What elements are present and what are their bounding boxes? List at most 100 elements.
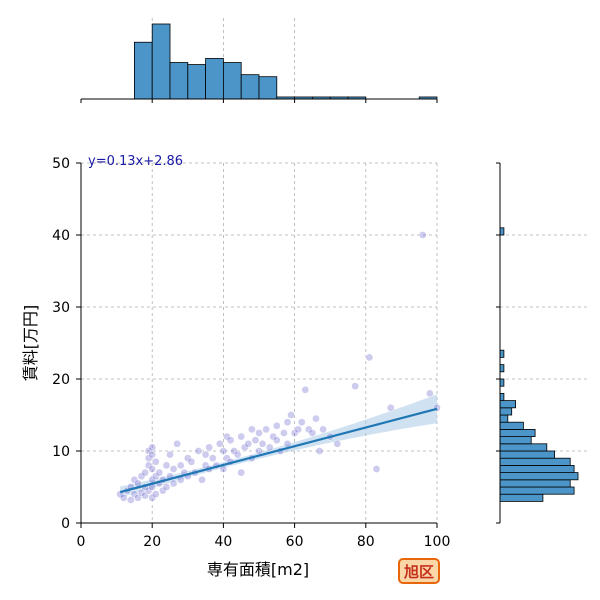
- scatter-point: [372, 465, 381, 473]
- y-tick-label: 10: [52, 444, 70, 460]
- scatter-point: [169, 479, 178, 488]
- right-hist-bar: [499, 421, 524, 430]
- top-hist-bar: [258, 76, 278, 100]
- scatter-point: [176, 461, 185, 470]
- scatter-point: [237, 432, 246, 441]
- x-tick-label: 20: [143, 534, 161, 550]
- y-tick-label: 20: [52, 372, 70, 388]
- x-tick-label: 60: [286, 534, 304, 550]
- scatter-point: [162, 461, 171, 470]
- main-grid: [80, 162, 438, 524]
- scatter-point: [297, 418, 306, 427]
- right-hist-bar: [499, 493, 544, 502]
- x-axis-label: 専有面積[m2]: [207, 560, 309, 579]
- scatter-point: [148, 450, 157, 459]
- scatter-point: [287, 411, 295, 419]
- y-tick-label: 0: [61, 516, 70, 532]
- right-hist-bar: [499, 407, 513, 416]
- scatter-point: [312, 414, 320, 423]
- scatter-point: [333, 439, 342, 448]
- scatter-point: [233, 450, 242, 459]
- main-axes: 0 20 40 60 80 100 0 10 20 30 40 50: [52, 156, 450, 550]
- scatter-point: [283, 439, 292, 448]
- scatter-point: [141, 468, 149, 477]
- ward-badge: 旭区: [398, 558, 440, 584]
- scatter-point: [301, 385, 310, 394]
- right-hist-bar: [499, 450, 555, 459]
- y-tick-label: 40: [52, 228, 70, 244]
- x-tick-label: 0: [77, 534, 86, 550]
- scatter-point: [351, 382, 359, 391]
- top-hist-bar: [133, 41, 153, 100]
- scatter-point: [205, 443, 214, 452]
- right-hist-bar: [499, 414, 509, 423]
- top-hist-bar: [169, 62, 189, 100]
- right-hist-bar: [499, 479, 571, 488]
- scatter-point: [215, 439, 224, 448]
- regression-line-path: [119, 407, 438, 494]
- x-tick-label: 40: [214, 534, 232, 550]
- regression-equation-label: y=0.13x+2.86: [88, 154, 183, 169]
- scatter-point: [255, 429, 263, 437]
- scatter-point: [272, 436, 281, 445]
- scatter-point: [386, 403, 395, 412]
- scatter-point: [226, 436, 235, 445]
- regression-line: [119, 407, 438, 494]
- top-hist-bar: [222, 62, 242, 100]
- top-hist-bar: [240, 74, 260, 100]
- scatter-point: [198, 475, 206, 484]
- scatter-point: [319, 425, 327, 434]
- scatter-point: [280, 429, 288, 437]
- top-marginal-histogram: [80, 18, 438, 103]
- scatter-point: [151, 457, 160, 466]
- scatter-point: [119, 493, 128, 502]
- right-hist-bar: [499, 436, 532, 445]
- scatter-point: [251, 436, 260, 445]
- scatter-point: [169, 465, 178, 473]
- scatter-point: [426, 389, 434, 398]
- x-tick-label: 100: [424, 534, 451, 550]
- right-hist-bar: [499, 364, 505, 373]
- scatter-point: [201, 450, 210, 459]
- top-hist-bar: [151, 23, 171, 100]
- scatter-point: [262, 425, 270, 434]
- scatter-point: [365, 353, 374, 362]
- scatter-point: [219, 447, 228, 455]
- right-hist-bar: [499, 349, 505, 358]
- scatter-point: [315, 447, 324, 455]
- right-hist-bar: [499, 443, 548, 452]
- scatter-point: [173, 439, 181, 448]
- scatter-point: [272, 421, 281, 430]
- scatter-point: [265, 443, 274, 452]
- scatter-point: [237, 468, 246, 477]
- scatter-point: [151, 490, 160, 499]
- scatter-point: [194, 447, 203, 455]
- scatter-point: [248, 425, 256, 434]
- right-hist-bar: [499, 457, 571, 466]
- scatter-point: [258, 439, 267, 448]
- x-tick-label: 80: [357, 534, 375, 550]
- right-hist-bar: [499, 392, 505, 401]
- right-hist-bar: [499, 378, 505, 387]
- top-hist-bar: [187, 64, 207, 100]
- right-hist-bar: [499, 472, 579, 481]
- scatter-point: [166, 450, 174, 459]
- scatter-point: [244, 439, 253, 448]
- scatter-point: [418, 231, 427, 239]
- right-hist-bar: [499, 486, 575, 495]
- scatter-point: [148, 443, 157, 452]
- right-hist-bar: [499, 227, 505, 236]
- scatter-point: [308, 429, 317, 437]
- scatter-point: [162, 483, 171, 491]
- top-hist-bar: [205, 58, 224, 100]
- scatter-point: [283, 418, 292, 427]
- scatter-point: [155, 468, 164, 477]
- y-tick-label: 50: [52, 156, 70, 172]
- right-hist-bar: [499, 464, 575, 473]
- right-hist-bar: [499, 428, 536, 437]
- scatter-point: [255, 447, 263, 455]
- scatter-point: [126, 496, 135, 504]
- y-axis-label: 賃料[万円]: [21, 305, 40, 382]
- scatter-point: [148, 465, 157, 473]
